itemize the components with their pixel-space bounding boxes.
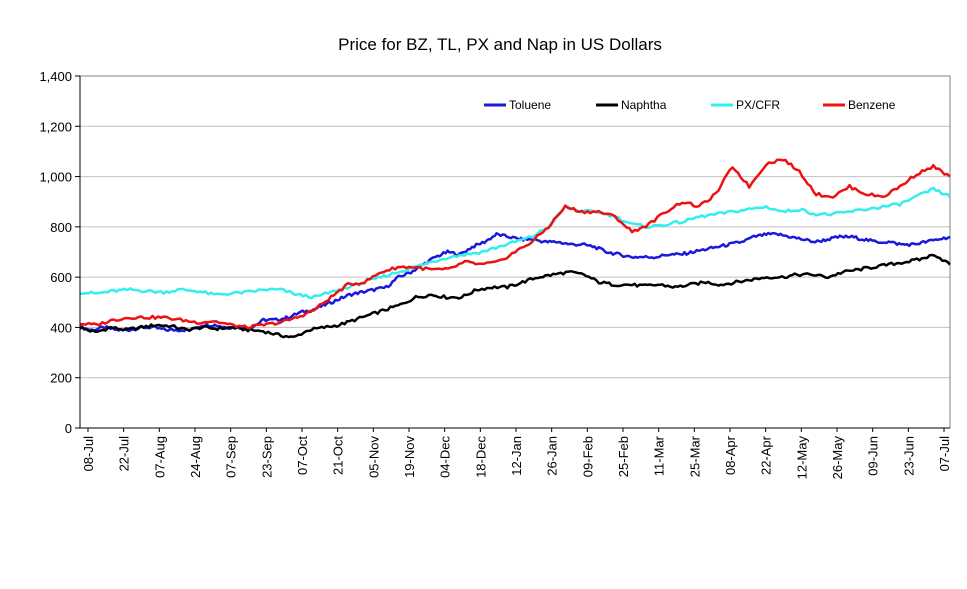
x-tick-label: 07-Aug <box>152 436 167 478</box>
x-tick-label: 07-Jul <box>937 436 952 472</box>
x-tick-label: 22-Jul <box>117 436 132 472</box>
x-tick-label: 08-Jul <box>81 436 96 472</box>
x-tick-label: 07-Sep <box>224 436 239 478</box>
x-tick-label: 26-Jan <box>545 436 560 476</box>
x-tick-label: 21-Oct <box>331 436 346 475</box>
series-line-toluene <box>79 231 951 333</box>
x-tick-label: 19-Nov <box>402 436 417 478</box>
legend-label: Toluene <box>509 98 551 112</box>
x-tick-label: 04-Dec <box>438 436 453 478</box>
axes: 0 200 400 600 800 1,000 1,200 1,400 08-Jul 22-Jul… <box>39 69 952 479</box>
x-tick-label: 22-Apr <box>759 435 774 475</box>
series-line-px-cfr <box>80 186 951 300</box>
x-tick-label: 09-Jun <box>866 436 881 476</box>
x-tick-label: 25-Mar <box>687 435 702 477</box>
y-tick-label: 600 <box>50 270 72 285</box>
chart-title: Price for BZ, TL, PX and Nap in US Dolla… <box>338 35 662 54</box>
x-tick-label: 12-Jan <box>509 436 524 476</box>
legend-label: PX/CFR <box>736 98 780 112</box>
x-tick-label: 26-May <box>830 436 845 480</box>
series-line-naphtha <box>79 253 951 339</box>
y-tick-label: 400 <box>50 320 72 335</box>
y-tick-label: 1,400 <box>39 69 72 84</box>
y-tick-label: 200 <box>50 371 72 386</box>
y-tick-label: 0 <box>65 421 72 436</box>
x-tick-label: 23-Jun <box>901 436 916 476</box>
x-tick-label: 12-May <box>794 436 809 480</box>
x-tick-label: 05-Nov <box>366 436 381 478</box>
series-line-benzene <box>79 158 951 330</box>
y-tick-label: 800 <box>50 220 72 235</box>
x-tick-label: 11-Mar <box>652 435 667 476</box>
x-tick-label: 18-Dec <box>473 436 488 478</box>
x-tick-label: 25-Feb <box>616 436 631 477</box>
legend: Toluene Naphtha PX/CFR Benzene <box>484 98 896 112</box>
x-tick-label: 24-Aug <box>188 436 203 478</box>
x-tick-label: 08-Apr <box>723 435 738 475</box>
legend-label: Benzene <box>848 98 896 112</box>
x-tick-label: 09-Feb <box>580 436 595 477</box>
x-tick-label: 07-Oct <box>295 436 310 475</box>
x-tick-label: 23-Sep <box>259 436 274 478</box>
y-tick-label: 1,200 <box>39 119 72 134</box>
legend-label: Naphtha <box>621 98 667 112</box>
series-lines <box>79 158 951 339</box>
y-tick-label: 1,000 <box>39 170 72 185</box>
